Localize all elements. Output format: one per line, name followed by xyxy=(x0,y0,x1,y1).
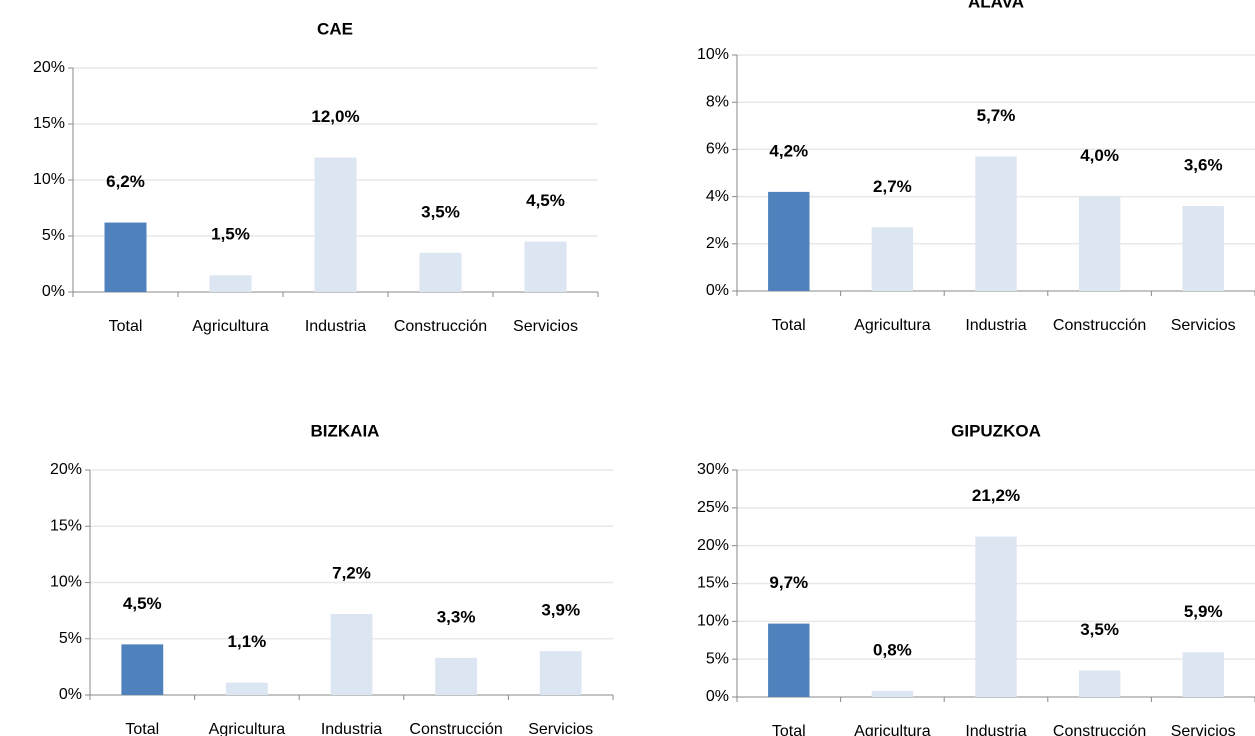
bar xyxy=(209,275,252,292)
data-label: 9,7% xyxy=(769,573,808,592)
data-label: 3,3% xyxy=(437,607,476,626)
y-tick-label: 5% xyxy=(59,630,82,647)
x-tick-label: Construcción xyxy=(1053,723,1146,736)
y-tick-label: 5% xyxy=(42,227,65,244)
data-label: 21,2% xyxy=(972,486,1020,505)
data-label: 5,9% xyxy=(1184,602,1223,621)
bar xyxy=(1078,196,1121,291)
bar xyxy=(1078,670,1121,697)
bar xyxy=(419,252,462,292)
bar xyxy=(435,657,478,695)
y-tick-label: 30% xyxy=(697,461,729,478)
data-label: 0,8% xyxy=(873,640,912,659)
bar xyxy=(871,227,914,291)
y-tick-label: 15% xyxy=(697,575,729,592)
chart-title: CAE xyxy=(317,19,353,38)
chart-title: ÁLAVA xyxy=(968,0,1024,11)
x-tick-label: Agricultura xyxy=(854,317,931,334)
bar xyxy=(1182,652,1224,697)
bar xyxy=(975,156,1017,291)
chart-title: BIZKAIA xyxy=(311,421,380,440)
y-tick-label: 20% xyxy=(50,461,82,478)
data-label: 3,5% xyxy=(1080,620,1119,639)
bar xyxy=(524,241,567,292)
y-tick-label: 0% xyxy=(59,686,82,703)
y-tick-label: 5% xyxy=(706,650,729,667)
data-label: 1,5% xyxy=(211,225,250,244)
x-tick-label: Industria xyxy=(965,317,1026,334)
y-tick-label: 20% xyxy=(697,537,729,554)
x-tick-label: Servicios xyxy=(1171,723,1236,736)
x-tick-label: Agricultura xyxy=(192,318,269,335)
data-label: 4,2% xyxy=(769,141,808,160)
x-tick-label: Total xyxy=(772,317,806,334)
x-tick-label: Agricultura xyxy=(209,721,286,736)
data-label: 3,9% xyxy=(541,601,580,620)
x-tick-label: Servicios xyxy=(1171,317,1236,334)
bar xyxy=(104,222,147,292)
y-tick-label: 0% xyxy=(42,283,65,300)
y-tick-label: 0% xyxy=(706,282,729,299)
bar xyxy=(314,157,357,292)
bar xyxy=(768,191,810,291)
y-tick-label: 4% xyxy=(706,188,729,205)
x-tick-label: Total xyxy=(109,318,143,335)
y-tick-label: 20% xyxy=(33,59,65,76)
x-tick-label: Agricultura xyxy=(854,723,931,736)
data-label: 4,5% xyxy=(526,191,565,210)
y-tick-label: 2% xyxy=(706,235,729,252)
data-label: 6,2% xyxy=(106,172,145,191)
y-tick-label: 0% xyxy=(706,688,729,705)
data-label: 1,1% xyxy=(228,632,267,651)
x-tick-label: Construcción xyxy=(394,318,487,335)
bar xyxy=(330,614,373,695)
y-tick-label: 10% xyxy=(697,46,729,63)
x-tick-label: Servicios xyxy=(528,721,593,736)
chart-title: GIPUZKOA xyxy=(951,421,1041,440)
y-tick-label: 15% xyxy=(33,115,65,132)
data-label: 3,5% xyxy=(421,202,460,221)
data-label: 12,0% xyxy=(311,107,359,126)
x-tick-label: Construcción xyxy=(409,721,502,736)
y-tick-label: 15% xyxy=(50,517,82,534)
y-tick-label: 10% xyxy=(33,171,65,188)
x-tick-label: Industria xyxy=(305,318,366,335)
data-label: 3,6% xyxy=(1184,156,1223,175)
y-tick-label: 10% xyxy=(697,613,729,630)
bar xyxy=(121,644,164,695)
data-label: 2,7% xyxy=(873,177,912,196)
y-tick-label: 6% xyxy=(706,141,729,158)
bar xyxy=(225,682,268,695)
x-tick-label: Total xyxy=(772,723,806,736)
x-tick-label: Industria xyxy=(321,721,382,736)
x-tick-label: Construcción xyxy=(1053,317,1146,334)
bar xyxy=(768,623,810,697)
data-label: 4,0% xyxy=(1080,146,1119,165)
x-tick-label: Industria xyxy=(965,723,1026,736)
data-label: 7,2% xyxy=(332,563,371,582)
y-tick-label: 8% xyxy=(706,93,729,110)
x-tick-label: Servicios xyxy=(513,318,578,335)
y-tick-label: 25% xyxy=(697,499,729,516)
data-label: 5,7% xyxy=(977,106,1016,125)
data-label: 4,5% xyxy=(123,594,162,613)
bar xyxy=(871,690,914,697)
bar xyxy=(539,651,582,695)
y-tick-label: 10% xyxy=(50,574,82,591)
bar xyxy=(975,536,1017,697)
bar xyxy=(1182,206,1224,291)
x-tick-label: Total xyxy=(125,721,159,736)
